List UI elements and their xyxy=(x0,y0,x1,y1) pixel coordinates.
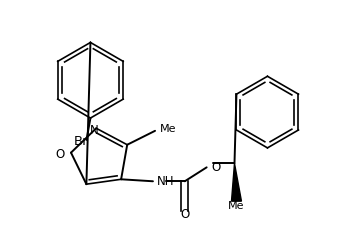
Text: O: O xyxy=(56,148,65,161)
Text: Me: Me xyxy=(228,201,245,211)
Text: O: O xyxy=(180,208,189,221)
Text: Br: Br xyxy=(74,135,89,148)
Text: NH: NH xyxy=(157,175,174,188)
Text: O: O xyxy=(212,161,221,174)
Text: N: N xyxy=(90,124,98,137)
Polygon shape xyxy=(232,163,241,201)
Text: Me: Me xyxy=(160,124,176,134)
